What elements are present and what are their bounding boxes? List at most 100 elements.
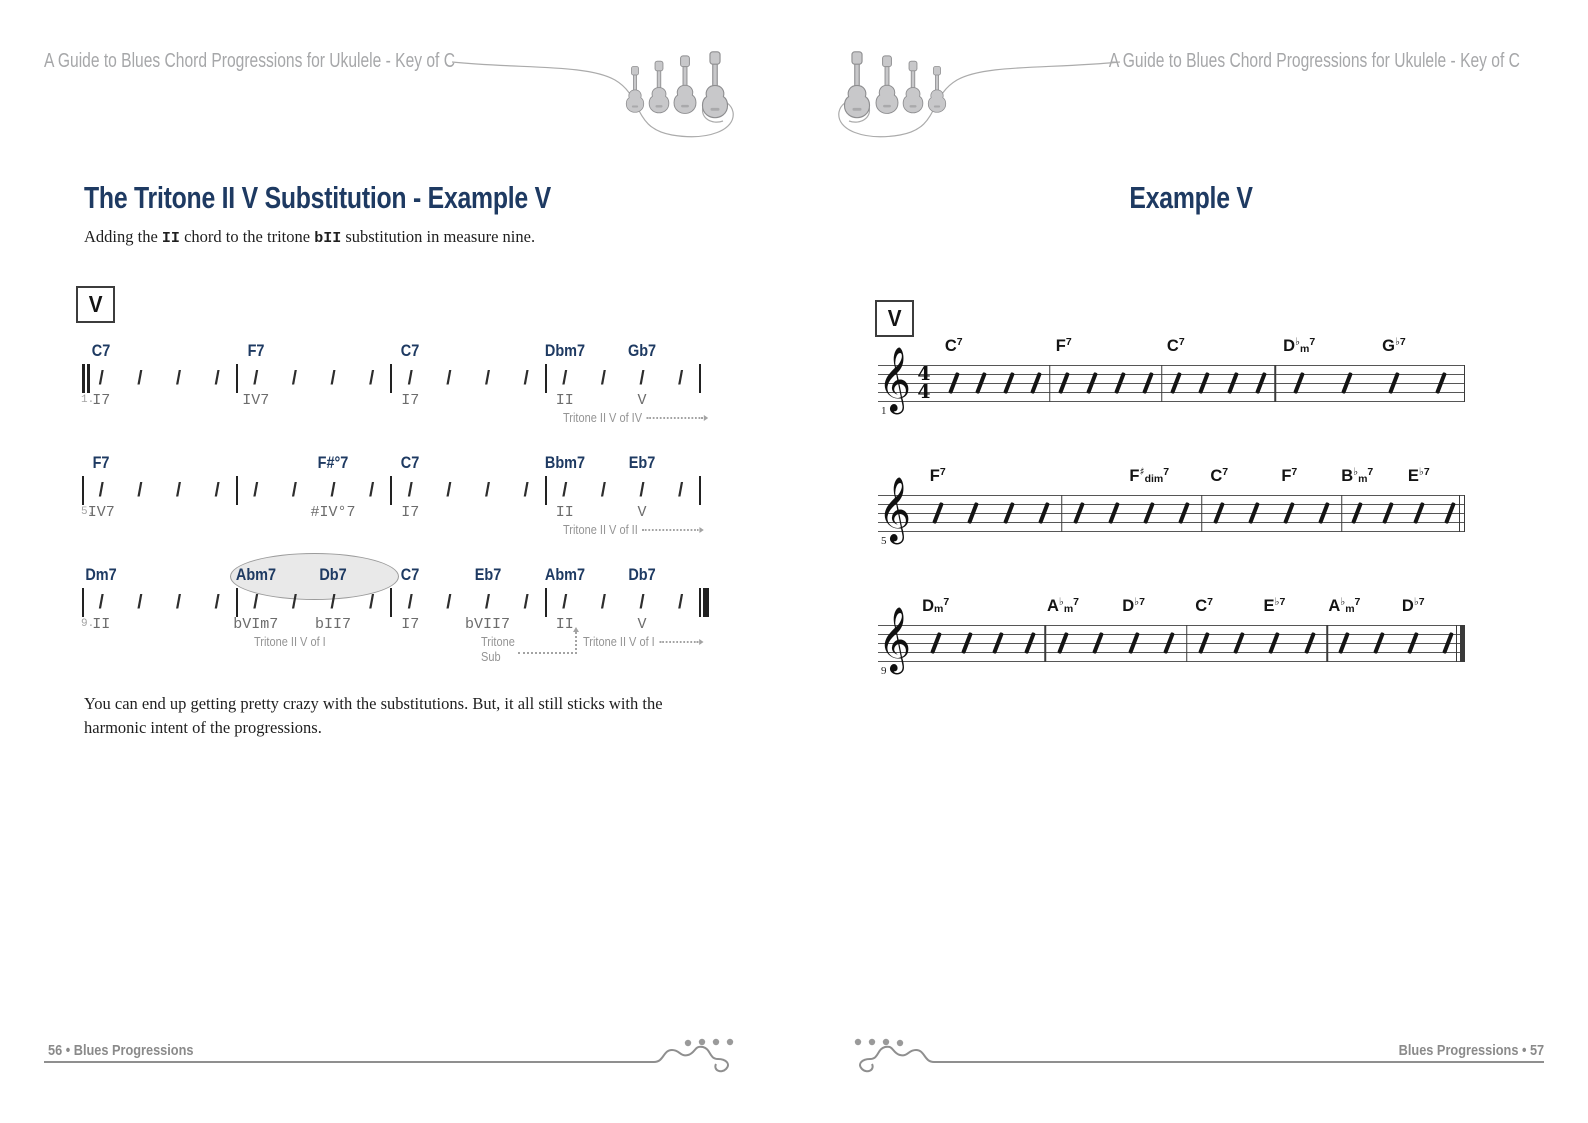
chord-sup: 7 xyxy=(939,466,946,478)
rhythm-slash xyxy=(929,632,942,654)
intro-roman-bii: bII xyxy=(314,230,342,247)
rhythm-slash xyxy=(1113,372,1126,394)
rhythm-slash xyxy=(137,477,142,504)
rhythm-slash xyxy=(562,589,567,616)
rhythm-slash xyxy=(1248,502,1261,524)
barline xyxy=(390,364,392,393)
rhythm-slash xyxy=(137,589,142,616)
section-label: V xyxy=(887,305,902,331)
rhythm-slash xyxy=(1198,372,1211,394)
roman-numeral: IV7 xyxy=(242,392,270,409)
rhythm-slash xyxy=(330,589,335,616)
chord-sup: 7 xyxy=(1418,596,1425,608)
dashed-arrow-icon xyxy=(658,639,703,645)
rhythm-slash xyxy=(292,589,297,616)
rhythm-slash xyxy=(446,589,451,616)
chord-root: C xyxy=(1166,337,1179,355)
chord-symbol: A♭m7 xyxy=(1328,596,1360,616)
barline xyxy=(699,588,709,617)
chord-root: C xyxy=(1210,467,1223,485)
chord-symbol: F7 xyxy=(1281,466,1297,486)
roman-numeral: IV7 xyxy=(87,504,115,521)
annotation-text: Tritone II V of IV xyxy=(562,411,642,425)
chord-symbol: C7 xyxy=(1195,596,1213,616)
rhythm-slash xyxy=(1303,632,1316,654)
rhythm-slash xyxy=(1002,502,1015,524)
staff-lines xyxy=(878,625,1465,662)
measure-number: 5. xyxy=(81,506,95,518)
roman-numeral: V xyxy=(637,616,647,633)
barline xyxy=(1341,495,1343,532)
rhythm-slash xyxy=(330,477,335,504)
barline xyxy=(235,364,238,393)
chord-sup: 7 xyxy=(1367,466,1374,478)
chord-root: A xyxy=(1328,597,1341,615)
ukulele-graphic xyxy=(838,51,1120,138)
chord-root: D xyxy=(1401,597,1414,615)
rhythm-slash xyxy=(562,365,567,392)
intro-roman-ii: II xyxy=(161,230,180,247)
chord-sub: m xyxy=(934,603,944,615)
barline xyxy=(82,364,90,393)
rhythm-slash xyxy=(253,477,258,504)
rhythm-slash xyxy=(408,589,413,616)
roman-numeral: I7 xyxy=(401,504,420,521)
rhythm-slash xyxy=(99,365,104,392)
chord-sub: m xyxy=(1345,603,1355,615)
chord-sup: 7 xyxy=(1222,466,1229,478)
rhythm-slash xyxy=(1443,502,1456,524)
rhythm-slash xyxy=(1169,372,1182,394)
rhythm-slash xyxy=(947,372,960,394)
staff-lines xyxy=(878,365,1465,402)
rhythm-slash xyxy=(639,589,644,616)
rhythm-slash xyxy=(292,365,297,392)
chord-symbol: F♯dim7 xyxy=(1129,466,1169,486)
chord-symbol: A♭m7 xyxy=(1047,596,1079,616)
chord-sup: 7 xyxy=(1073,596,1080,608)
rhythm-slash xyxy=(1141,372,1154,394)
rhythm-slash xyxy=(1038,502,1050,524)
running-header: A Guide to Blues Chord Progressions for … xyxy=(44,50,455,72)
footer-guitar-graphic xyxy=(44,1038,734,1073)
rhythm-slash xyxy=(1340,372,1353,394)
chord-root: B xyxy=(1341,467,1354,485)
barline xyxy=(544,364,547,393)
barline xyxy=(1201,495,1203,532)
barline xyxy=(235,476,238,505)
chord-symbol: D♭7 xyxy=(1402,596,1425,616)
rhythm-slash xyxy=(330,365,335,392)
measure-number: 5 xyxy=(881,535,887,547)
rhythm-slash xyxy=(1178,502,1191,524)
chord-label: F7 xyxy=(247,341,265,360)
running-header: A Guide to Blues Chord Progressions for … xyxy=(1109,50,1520,72)
chord-label: Abm7 xyxy=(235,565,276,584)
rhythm-slash xyxy=(1382,502,1394,524)
chord-root: A xyxy=(1046,597,1059,615)
barline xyxy=(544,588,547,617)
chord-root: C xyxy=(1195,597,1208,615)
rhythm-slash xyxy=(639,365,644,392)
barline xyxy=(390,476,392,505)
rhythm-slash xyxy=(176,365,181,392)
annotation: Tritone II V of I xyxy=(254,635,326,650)
chord-symbol: F7 xyxy=(1056,336,1072,356)
barline xyxy=(1458,495,1460,532)
chord-acc: ♭ xyxy=(1353,466,1359,478)
barline xyxy=(1463,495,1465,532)
roman-numeral: II xyxy=(555,616,574,633)
roman-numeral: #IV°7 xyxy=(310,504,356,521)
measure-number: 9. xyxy=(81,618,95,630)
rhythm-slash xyxy=(408,477,413,504)
measure-number: 1. xyxy=(81,394,95,406)
dashed-arrow-up-icon xyxy=(572,627,579,654)
rhythm-slash xyxy=(1338,632,1351,654)
chord-sub: m xyxy=(1300,343,1310,355)
rhythm-slash xyxy=(1213,502,1226,524)
chord-label: F#°7 xyxy=(317,453,349,472)
chord-acc: ♭ xyxy=(1418,466,1424,478)
barline xyxy=(1160,365,1163,402)
rhythm-slash xyxy=(1163,632,1175,654)
chord-acc: ♭ xyxy=(1340,596,1346,608)
